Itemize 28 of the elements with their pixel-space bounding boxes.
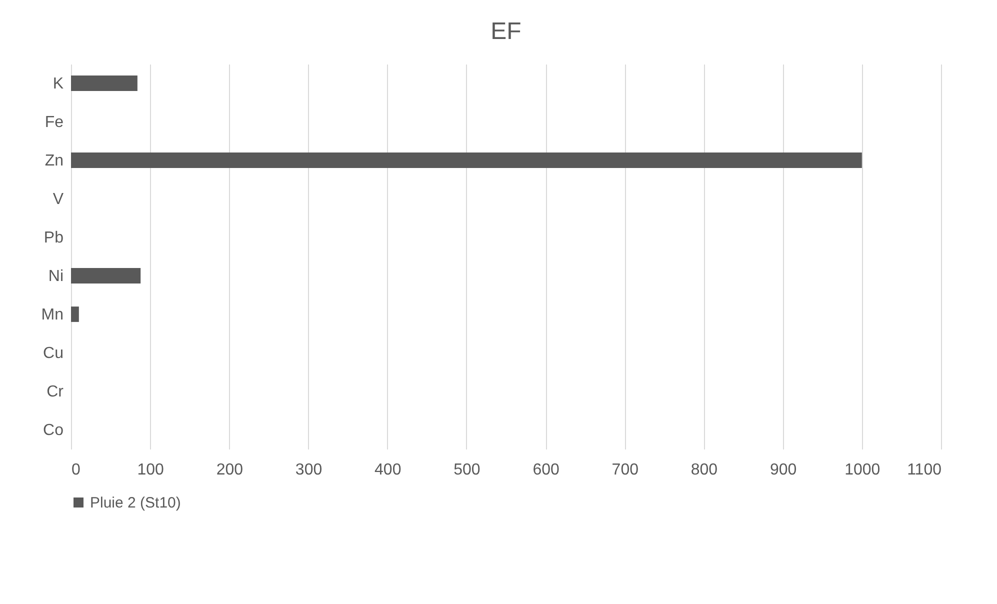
y-tick-label: Pb [44,229,64,246]
y-tick-label: Fe [44,114,64,131]
x-tick-label: 300 [295,462,322,478]
x-tick-label: 1100 [907,462,942,478]
y-tick-label: Co [43,422,64,439]
bar [71,76,138,91]
y-tick-label: Ni [48,268,64,285]
y-tick-label: K [52,75,64,92]
x-tick-label: 600 [532,462,560,478]
x-tick-label: 200 [216,462,244,478]
y-tick-label: Cu [43,344,64,362]
x-tick-label: 400 [374,462,402,478]
x-tick-label: 800 [690,462,718,478]
y-tick-label: Cr [46,383,64,400]
x-tick-label: 0 [72,462,80,478]
x-tick-label: 900 [770,462,797,478]
y-tick-label: Zn [44,152,64,170]
y-tick-label: Mn [41,306,64,324]
x-tick-label: 700 [612,462,639,478]
x-tick-label: 100 [137,462,164,478]
bar [71,268,141,284]
bar [71,306,79,322]
x-tick-label: 1000 [844,462,880,478]
bar [71,152,862,168]
legend-label: Pluie 2 (St10) [90,494,181,512]
chart-title: EF [490,18,522,45]
y-tick-label: V [52,190,64,208]
x-tick-label: 500 [454,462,480,478]
